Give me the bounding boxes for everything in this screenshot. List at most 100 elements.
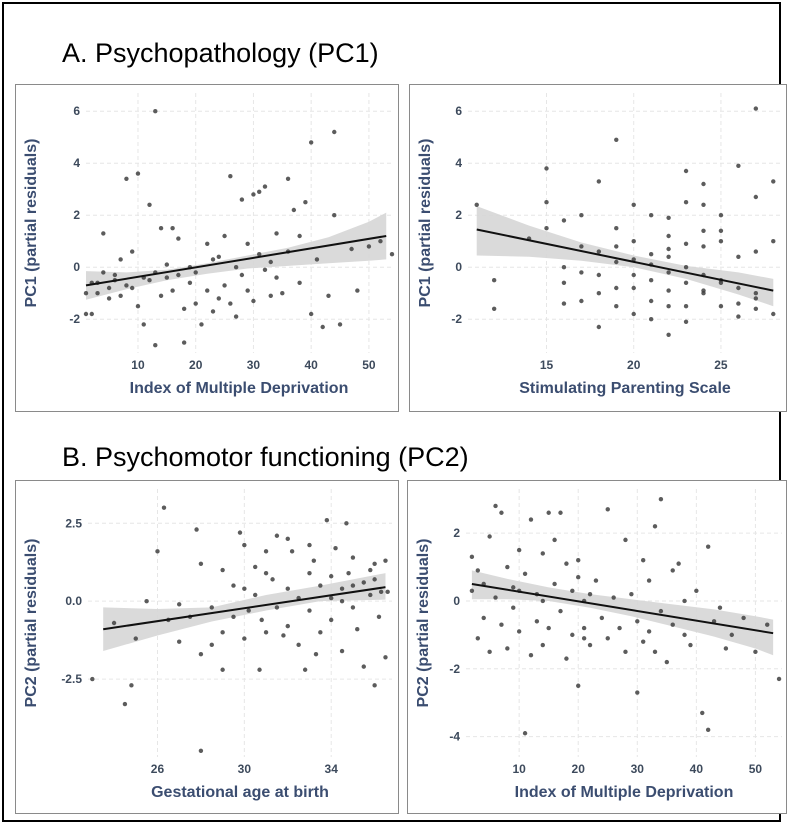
x-tick-label: 50 bbox=[362, 358, 376, 372]
data-point bbox=[666, 233, 671, 239]
data-point bbox=[233, 265, 239, 270]
data-point bbox=[350, 555, 356, 560]
data-point bbox=[705, 727, 711, 733]
data-point bbox=[205, 241, 210, 246]
data-point bbox=[666, 254, 671, 259]
data-point bbox=[629, 591, 634, 597]
data-point bbox=[493, 503, 498, 509]
data-point bbox=[372, 683, 377, 688]
data-point bbox=[349, 246, 354, 252]
data-point bbox=[144, 598, 149, 604]
data-point bbox=[257, 667, 262, 672]
data-point bbox=[587, 642, 593, 648]
data-point bbox=[253, 564, 258, 570]
data-point bbox=[666, 246, 671, 252]
data-point bbox=[389, 252, 395, 257]
data-point bbox=[176, 236, 181, 241]
data-point bbox=[640, 639, 646, 644]
data-point bbox=[596, 324, 602, 330]
data-point bbox=[220, 667, 225, 672]
data-point bbox=[631, 311, 636, 317]
data-point bbox=[378, 589, 384, 595]
data-point bbox=[705, 544, 711, 549]
data-point bbox=[658, 608, 664, 614]
data-point bbox=[558, 510, 563, 515]
data-point bbox=[222, 283, 227, 288]
regression-line bbox=[85, 235, 387, 287]
y-tick-label: 6 bbox=[73, 104, 80, 118]
data-point bbox=[701, 244, 706, 249]
data-point bbox=[631, 202, 636, 207]
data-point bbox=[314, 257, 320, 262]
data-point bbox=[378, 239, 383, 244]
data-point bbox=[355, 627, 360, 632]
data-point bbox=[511, 585, 516, 590]
data-point bbox=[475, 636, 481, 641]
data-point bbox=[129, 683, 134, 688]
data-point bbox=[576, 575, 581, 580]
data-point bbox=[285, 623, 290, 629]
x-tick-label: 30 bbox=[631, 762, 645, 776]
data-point bbox=[135, 304, 141, 309]
data-point bbox=[129, 285, 135, 291]
data-point bbox=[499, 510, 504, 515]
data-point bbox=[614, 226, 619, 231]
data-point bbox=[683, 280, 689, 285]
data-point bbox=[544, 166, 549, 171]
y-tick-label: -2 bbox=[69, 312, 80, 326]
data-point bbox=[339, 598, 345, 604]
data-point bbox=[700, 710, 705, 716]
y-tick-label: 0.0 bbox=[65, 594, 82, 608]
y-tick-label: -2 bbox=[451, 312, 462, 326]
data-point bbox=[209, 605, 214, 610]
data-point bbox=[337, 322, 343, 327]
data-point bbox=[361, 664, 366, 669]
data-point bbox=[329, 574, 334, 579]
data-point bbox=[552, 581, 557, 587]
data-point bbox=[666, 304, 671, 309]
data-point bbox=[153, 343, 158, 348]
data-point bbox=[274, 605, 280, 610]
data-point bbox=[308, 140, 314, 145]
data-point bbox=[505, 564, 510, 570]
data-point bbox=[209, 642, 214, 648]
data-point bbox=[528, 653, 534, 658]
data-point bbox=[245, 241, 250, 246]
data-point bbox=[231, 583, 236, 588]
data-point bbox=[259, 617, 264, 623]
chart-a1-svg: 10 20 30 40 50 -2 0 2 4 6 Index of Multiple Depriv… bbox=[23, 93, 395, 397]
x-tick-label: 30 bbox=[238, 762, 252, 776]
data-point bbox=[324, 517, 330, 523]
data-point bbox=[251, 192, 256, 197]
data-point bbox=[303, 200, 308, 205]
data-point bbox=[89, 311, 94, 317]
data-point bbox=[106, 296, 112, 301]
data-point bbox=[210, 257, 216, 262]
data-point bbox=[118, 257, 123, 262]
data-point bbox=[701, 181, 706, 187]
data-point bbox=[339, 586, 345, 591]
section-b-title: B. Psychomotor functioning (PC2) bbox=[62, 442, 469, 472]
data-point bbox=[546, 625, 551, 631]
data-point bbox=[350, 583, 356, 588]
data-point bbox=[516, 547, 522, 553]
x-tick-label: 34 bbox=[325, 762, 339, 776]
data-point bbox=[765, 622, 770, 627]
data-point bbox=[320, 324, 325, 330]
data-point bbox=[95, 291, 100, 296]
data-point bbox=[164, 262, 170, 267]
data-point bbox=[177, 602, 182, 607]
data-point bbox=[242, 542, 247, 548]
data-point bbox=[383, 558, 388, 563]
data-point bbox=[718, 239, 724, 244]
data-point bbox=[658, 496, 664, 502]
data-point bbox=[576, 683, 581, 688]
data-point bbox=[631, 285, 636, 291]
y-tick-label: -2.5 bbox=[61, 672, 82, 686]
y-tick-label: 4 bbox=[73, 156, 80, 170]
data-point bbox=[318, 630, 323, 635]
x-axis-label: Index of Multiple Deprivation bbox=[515, 784, 734, 801]
data-point bbox=[487, 649, 492, 655]
data-point bbox=[579, 213, 584, 218]
data-point bbox=[118, 293, 123, 298]
